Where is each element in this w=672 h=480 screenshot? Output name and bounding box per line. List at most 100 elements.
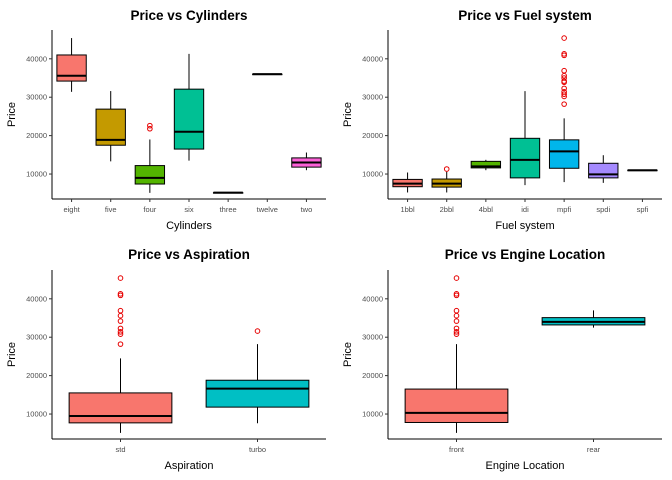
outlier-point [453,318,460,324]
outlier-point [561,75,567,81]
box-rect [509,137,541,179]
outlier-point [117,291,124,297]
x-tick-label: spfi [637,205,649,214]
y-tick-label: 30000 [26,333,47,342]
outlier-point [147,122,153,129]
x-tick-label: 4bbl [479,205,494,214]
chart-panel-2: Price vs Fuel system 10000 20000 30000 40000… [342,8,662,232]
outlier-point [561,51,567,57]
chart-title: Price vs Fuel system [458,8,592,23]
y-tick-label: 20000 [362,371,383,380]
y-tick-label: 30000 [26,93,47,102]
box-rect [56,54,87,82]
outlier-point [117,312,124,319]
x-axis-label: Cylinders [166,220,212,232]
box-rear [541,310,646,328]
outlier-point [453,275,460,281]
y-tick-label: 10000 [362,410,383,419]
y-tick-label: 20000 [362,131,383,140]
y-tick-label: 10000 [26,410,47,419]
x-tick-label: mpfi [557,205,572,214]
y-tick-label: 30000 [362,93,383,102]
outlier-point [443,166,450,172]
y-axis-label: Price [6,342,18,367]
chart-title: Price vs Cylinders [130,8,247,23]
x-axis-label: Engine Location [486,460,565,472]
outlier-point [117,341,124,347]
outlier-point [561,89,567,95]
box-rect [173,88,205,150]
y-tick-label: 20000 [26,131,47,140]
box-rect [404,388,509,423]
box-rect [68,392,173,424]
x-tick-label: idi [521,205,529,214]
outlier-point [453,312,460,319]
y-tick-label: 40000 [362,294,383,303]
chart-panel-1: Price vs Cylinders 10000 20000 30000 40000 ei… [6,8,326,232]
box-three [212,191,244,194]
x-tick-label: three [220,205,237,214]
outlier-point [561,91,567,97]
x-tick-label: rear [587,445,601,454]
outlier-point [561,85,567,92]
outlier-point [561,35,567,41]
x-tick-label: spdi [596,205,610,214]
box-twelve [252,73,283,76]
box-4bbl [470,159,502,171]
box-idi [509,91,541,186]
chart-title: Price vs Engine Location [445,247,606,262]
y-axis-label: Price [342,342,354,367]
box-1bbl [392,172,423,193]
outlier-point [147,125,153,132]
box-two [291,152,322,171]
box-rect [470,160,502,169]
y-tick-label: 30000 [362,333,383,342]
box-front [404,275,509,433]
outlier-point [117,329,124,335]
y-axis-label: Price [342,102,354,127]
outlier-point [117,275,124,281]
x-tick-label: 2bbl [440,205,455,214]
x-tick-label: five [105,205,117,214]
box-rect [588,162,619,179]
x-tick-label: turbo [249,445,266,454]
y-tick-label: 10000 [362,170,383,179]
box-rect [548,139,580,169]
outlier-point [453,291,460,297]
outlier-point [453,325,460,332]
box-six [173,53,205,161]
x-tick-label: front [449,445,465,454]
x-axis-label: Fuel system [495,220,554,232]
box-mpfi [548,35,580,183]
outlier-point [561,78,567,84]
outlier-point [117,318,124,324]
outlier-point [561,67,567,74]
chart-panel-3: Price vs Aspiration 10000 20000 30000 40000 s… [6,247,326,472]
outlier-point [453,329,460,335]
x-tick-label: std [115,445,125,454]
y-tick-label: 40000 [26,294,47,303]
outlier-point [117,325,124,332]
outlier-point [254,328,261,334]
y-axis-label: Price [6,102,18,127]
box-spfi [627,169,658,172]
x-tick-label: four [143,205,156,214]
y-tick-label: 40000 [362,54,383,63]
outlier-point [117,307,124,314]
y-tick-label: 10000 [26,170,47,179]
x-axis-label: Aspiration [165,460,214,472]
outlier-point [453,331,460,337]
x-tick-label: two [301,205,313,214]
box-eight [56,38,87,92]
outlier-point [453,307,460,314]
x-tick-label: eight [63,205,80,214]
box-2bbl [431,166,462,193]
box-turbo [205,328,310,424]
outlier-point [117,331,124,337]
y-tick-label: 20000 [26,371,47,380]
box-rect [205,379,310,408]
chart-title: Price vs Aspiration [128,247,250,262]
box-rect [134,165,166,185]
outlier-point [561,101,567,107]
